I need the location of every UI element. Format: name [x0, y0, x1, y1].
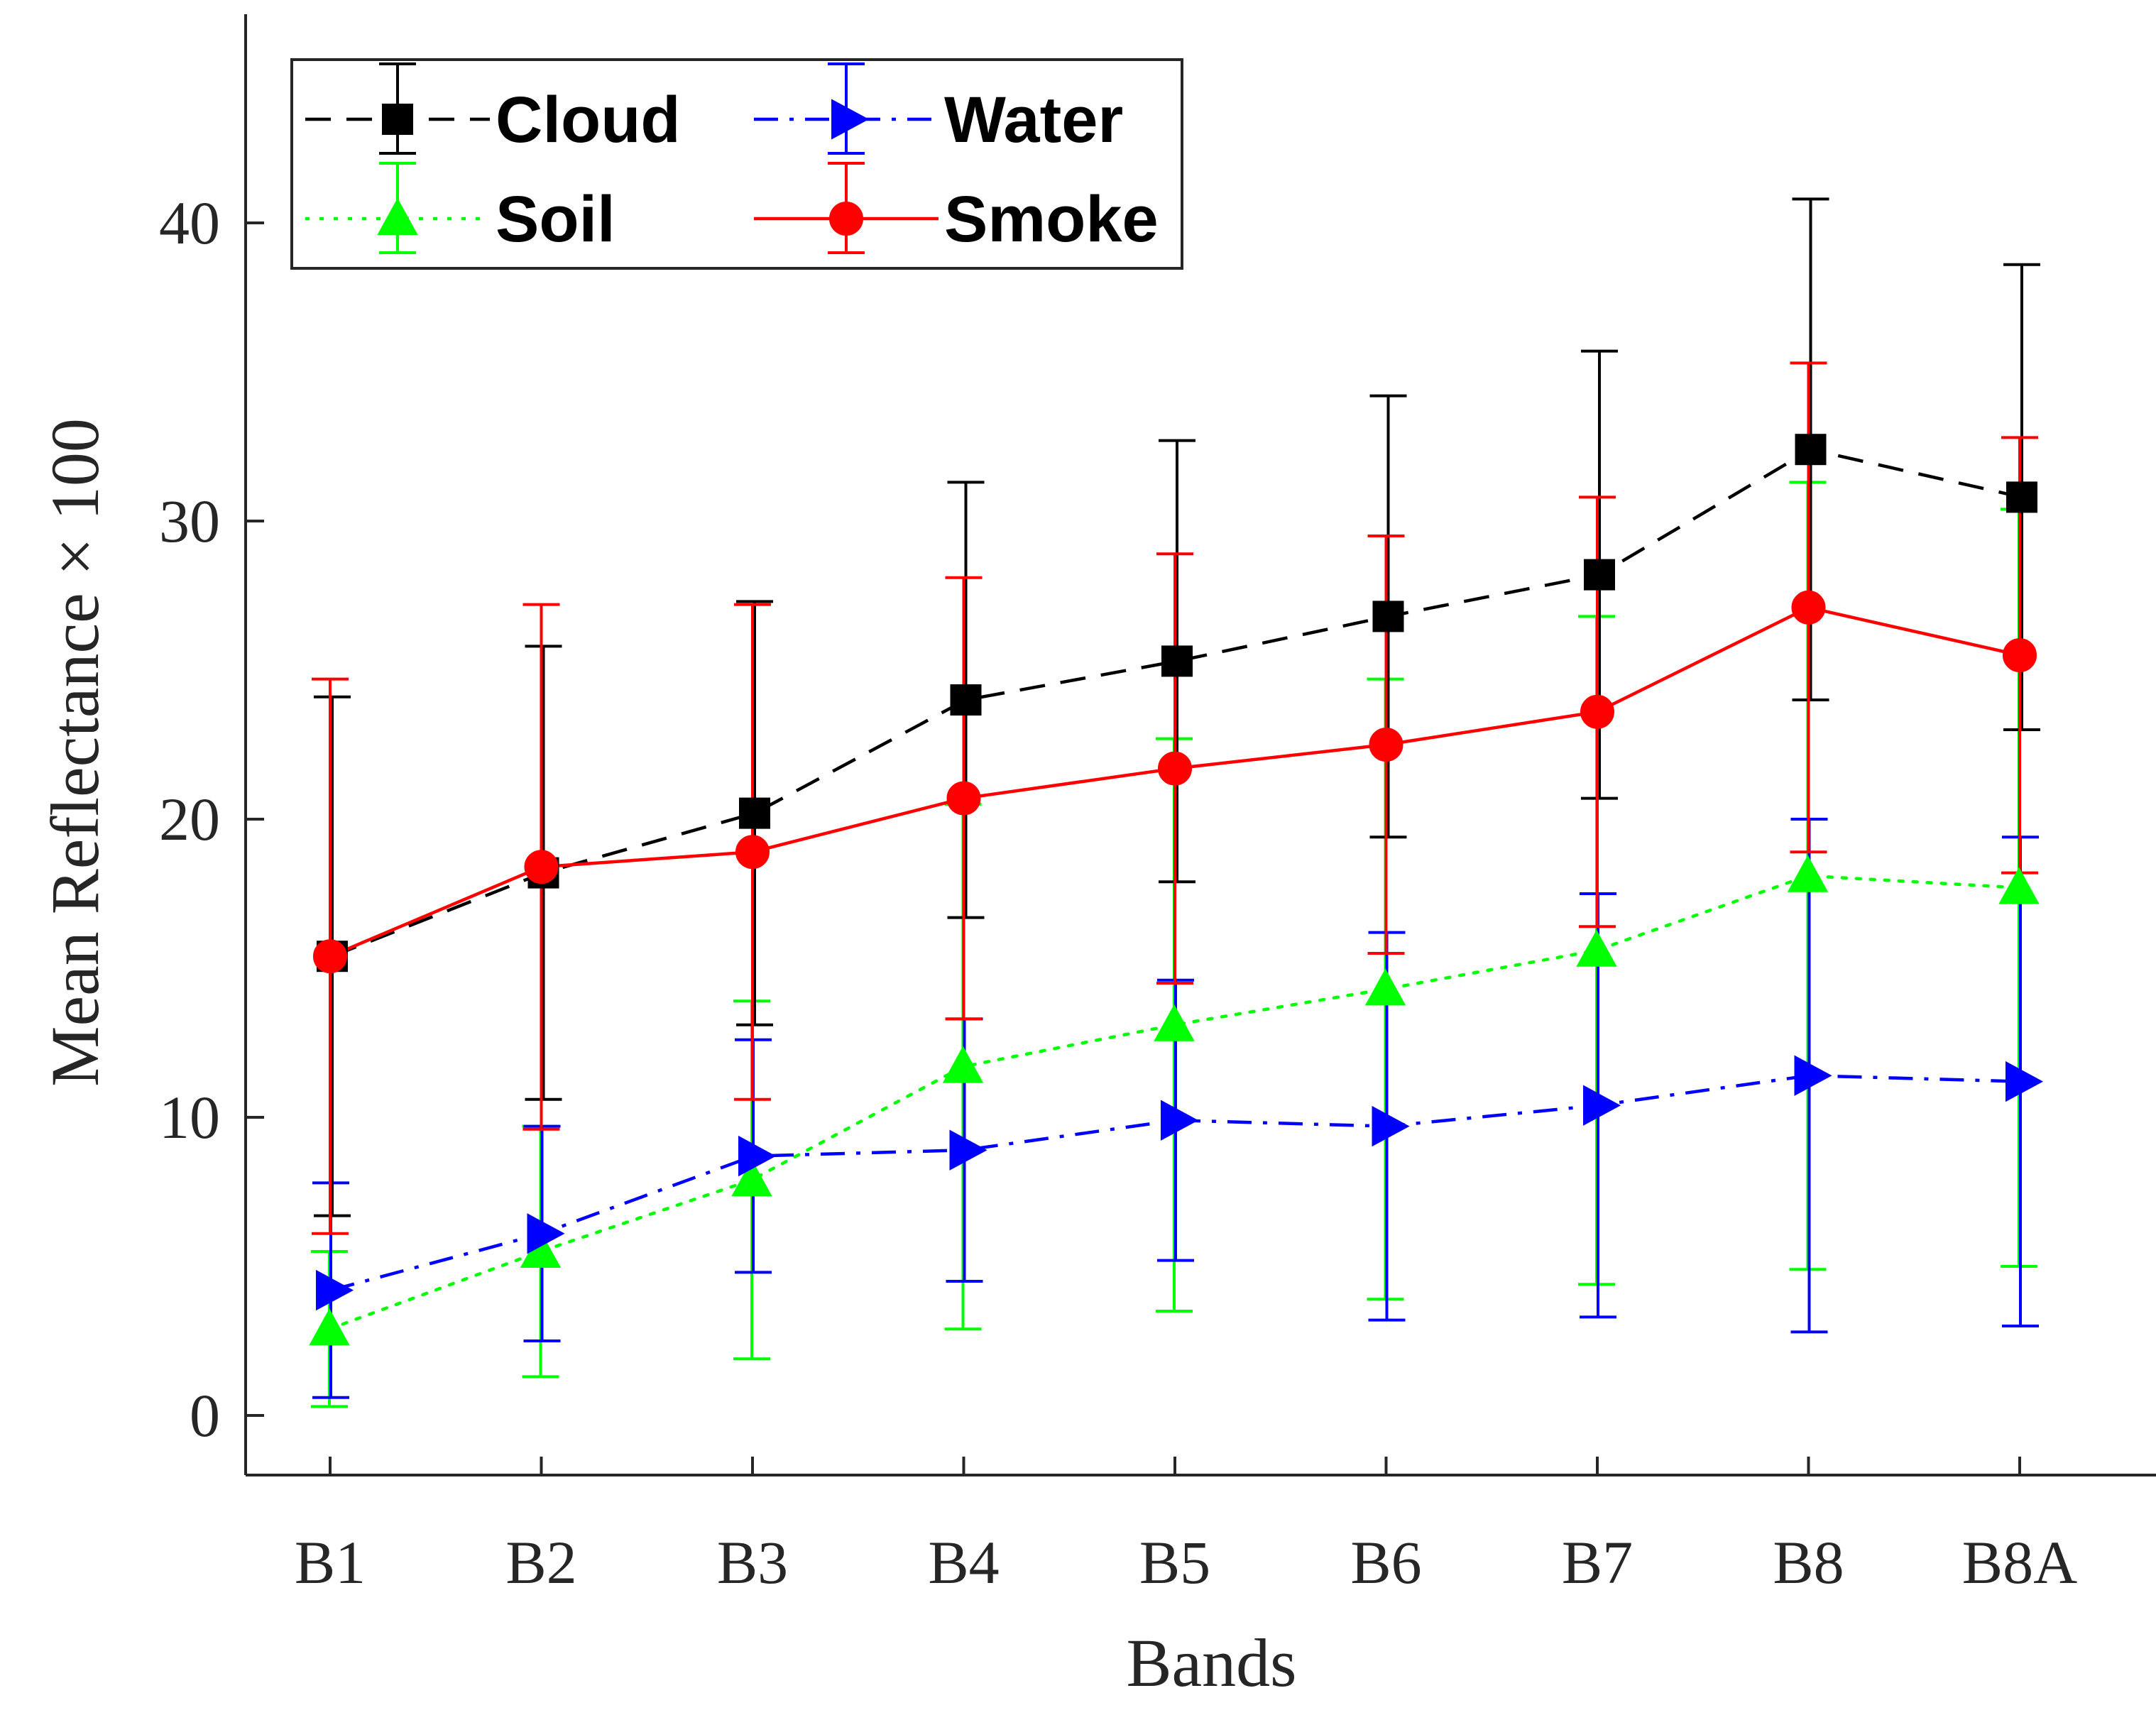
data-point — [735, 835, 770, 870]
x-axis-title: Bands — [1127, 1625, 1297, 1701]
legend: Cloud Water Soil Smoke — [290, 58, 1183, 270]
legend-box — [290, 58, 1183, 270]
axes: 0 10 20 30 40 B1 B2 B3 B4 B5 B6 B7 B8 B8A — [159, 14, 2156, 1596]
y-axis-title: Mean Reflectance × 100 — [37, 418, 113, 1087]
y-tick-label: 40 — [159, 189, 220, 257]
legend-item-water: Water — [754, 62, 1123, 156]
data-point — [1795, 434, 1827, 466]
data-point — [739, 797, 770, 829]
data-point — [1372, 1105, 1410, 1147]
data-point — [1158, 751, 1192, 786]
x-tick-label: B7 — [1562, 1528, 1633, 1596]
legend-label: Smoke — [944, 183, 1159, 256]
y-tick-label: 10 — [159, 1083, 220, 1151]
data-point — [1161, 645, 1193, 677]
data-point — [1794, 1055, 1832, 1096]
data-point — [1583, 1085, 1621, 1126]
legend-label: Water — [944, 84, 1123, 156]
data-point — [1161, 1100, 1199, 1141]
series-line-cloud — [332, 447, 2023, 958]
x-tick-label: B2 — [505, 1528, 576, 1596]
y-tick-label: 20 — [159, 785, 220, 853]
data-point — [1364, 968, 1406, 1006]
data-point — [1584, 559, 1615, 591]
data-point — [1576, 929, 1617, 967]
data-point — [1369, 728, 1403, 762]
series-line-water — [330, 1073, 2021, 1292]
data-point — [1154, 1004, 1195, 1041]
legend-marker — [382, 104, 413, 135]
x-tick-label: B6 — [1350, 1528, 1421, 1596]
legend-label: Cloud — [496, 84, 681, 156]
data-point — [1998, 867, 2040, 904]
legend-label: Soil — [496, 183, 615, 256]
data-point — [731, 1159, 772, 1197]
data-point — [946, 781, 981, 816]
legend-marker — [377, 197, 418, 235]
data-point — [2005, 1061, 2044, 1102]
x-tick-label: B5 — [1139, 1528, 1210, 1596]
x-tick-label: B8A — [1962, 1528, 2077, 1596]
data-point — [738, 1135, 777, 1177]
markers-soil — [309, 855, 2040, 1346]
data-point — [942, 1046, 984, 1083]
markers-smoke — [313, 590, 2037, 974]
data-point — [527, 1213, 565, 1254]
x-tick-label: B8 — [1773, 1528, 1844, 1596]
data-point — [313, 939, 347, 974]
data-point — [949, 1129, 987, 1171]
x-tick-label: B3 — [717, 1528, 788, 1596]
series-line-soil — [327, 874, 2021, 1331]
y-tick-label: 30 — [159, 487, 220, 555]
legend-marker — [831, 99, 870, 140]
data-point — [309, 1308, 350, 1346]
y-tick-label: 0 — [190, 1381, 220, 1450]
data-point — [1580, 694, 1614, 729]
legend-marker — [829, 202, 863, 236]
series-layer — [309, 197, 2044, 1408]
data-point — [2003, 638, 2037, 672]
data-point — [1372, 601, 1404, 632]
legend-item-cloud: Cloud — [305, 62, 681, 156]
data-point — [1791, 590, 1826, 625]
legend-item-soil: Soil — [305, 162, 615, 256]
legend-item-smoke: Smoke — [754, 162, 1159, 256]
x-tick-label: B4 — [928, 1528, 999, 1596]
data-point — [950, 684, 982, 716]
data-point — [316, 1269, 354, 1311]
data-point — [2006, 481, 2037, 513]
data-point — [1787, 855, 1829, 892]
x-tick-label: B1 — [295, 1528, 366, 1596]
data-point — [524, 850, 559, 884]
markers-water — [316, 1055, 2044, 1311]
